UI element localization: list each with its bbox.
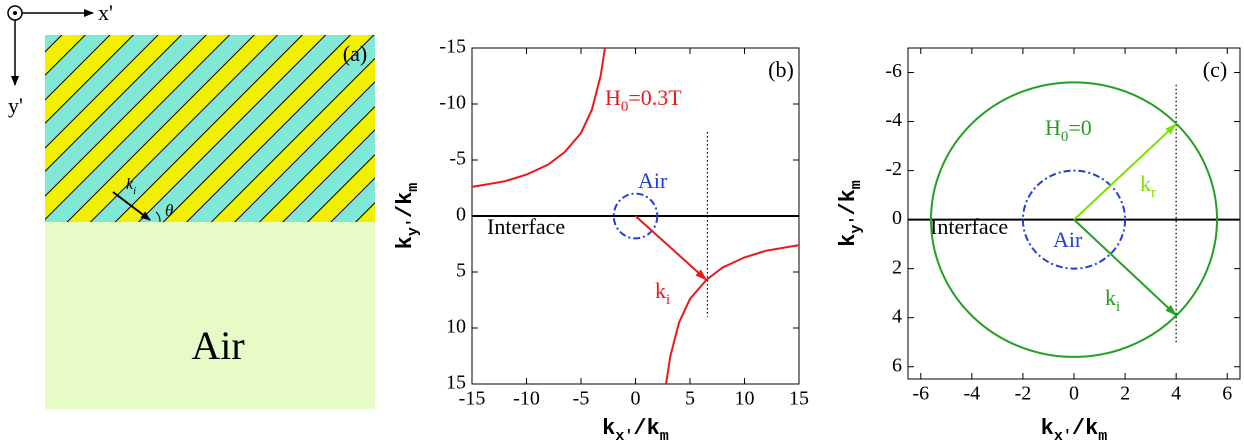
y-tick-label: 10: [446, 316, 466, 338]
x-tick-label: -2: [1015, 383, 1032, 405]
panel-a: x' y' (a) ki θ Air: [7, 0, 375, 409]
region-label: Air: [191, 323, 244, 368]
dispersion-circle: [929, 81, 1219, 358]
series-label: H0=0.3T: [605, 85, 682, 115]
striped-medium: [45, 35, 375, 222]
x-tick-label: 2: [1120, 383, 1130, 405]
y-tick-label: 0: [892, 207, 902, 229]
x-tick-label: -15: [459, 388, 486, 410]
dispersion-circle: [612, 192, 659, 240]
y-tick-label: -6: [885, 60, 902, 82]
series-label-part: Air: [1053, 227, 1083, 252]
series-label: Air: [638, 168, 668, 193]
x-tick-label: -5: [573, 388, 590, 410]
x-tick-label: -10: [513, 388, 540, 410]
vector-label: ki: [655, 278, 670, 308]
interface-label: Interface: [930, 214, 1008, 239]
x-axis-label-sub: x': [615, 428, 633, 444]
y-tick-label: 0: [456, 204, 466, 226]
panel-label: (b): [768, 57, 794, 82]
x-axis-label: x': [98, 0, 113, 25]
x-tick-label: 15: [789, 388, 809, 410]
series-label-sub: 0: [1061, 129, 1069, 145]
series-label-part: H: [605, 85, 621, 110]
y-axis-label: ky'/km: [836, 180, 866, 247]
interface-label: Interface: [487, 214, 565, 239]
panel-label: (c): [1203, 57, 1227, 82]
angle-arc: [155, 211, 161, 223]
y-axis-label-part: /k: [836, 189, 861, 215]
series-label-part: H: [1045, 115, 1061, 140]
x-axis-label: kx'/km: [1041, 416, 1108, 444]
angle-label: θ: [165, 201, 173, 220]
y-tick-label: -10: [439, 92, 466, 114]
y-axis-label-sub: y': [405, 218, 422, 236]
x-axis-label: kx'/km: [602, 416, 669, 444]
y-axis-label-sub: m: [405, 183, 422, 192]
y-axis-label-part: k: [393, 236, 418, 249]
x-axis-label-part: /k: [633, 416, 659, 441]
x-axis-label-sub: m: [1098, 428, 1107, 444]
dispersion-curve: [665, 244, 800, 385]
vector-label-part: k: [655, 278, 666, 303]
y-tick-label: -5: [449, 148, 466, 170]
y-axis-label-part: k: [836, 234, 861, 247]
wave-vector-arrow: [112, 191, 151, 221]
y-tick-label: -15: [439, 36, 466, 58]
x-axis-label-part: k: [1041, 416, 1054, 441]
y-axis-label: ky'/km: [393, 183, 423, 250]
series-label-part: =0: [1068, 115, 1091, 140]
vector-label-part: k: [1140, 171, 1151, 196]
series-label: H0=0: [1045, 115, 1092, 145]
wave-vector-base: k: [126, 176, 134, 193]
y-axis-label-sub: m: [848, 180, 865, 189]
y-axis-label-sub: y': [848, 216, 865, 234]
x-tick-label: 10: [735, 388, 755, 410]
y-tick-label: 4: [892, 305, 902, 327]
x-axis-label-part: k: [602, 416, 615, 441]
x-tick-label: -6: [912, 383, 929, 405]
x-tick-label: 5: [685, 388, 695, 410]
y-tick-label: 15: [446, 372, 466, 394]
x-axis-label-part: /k: [1072, 416, 1098, 441]
wave-vector: [1073, 123, 1177, 221]
x-tick-label: 4: [1171, 383, 1181, 405]
x-axis-label-sub: m: [660, 428, 669, 444]
air-region: [45, 222, 375, 409]
x-tick-label: 0: [1069, 383, 1079, 405]
wave-vector: [634, 215, 708, 281]
panel-label: (a): [343, 41, 367, 66]
y-tick-label: 6: [892, 354, 902, 376]
vector-label-part: k: [1105, 285, 1116, 310]
y-tick-label: 2: [892, 256, 902, 278]
series-label-sub: 0: [621, 99, 629, 115]
vector-label: kr: [1140, 171, 1156, 201]
dispersion-curve: [471, 47, 606, 188]
x-axis-label-sub: x': [1054, 428, 1072, 444]
y-tick-label: 5: [456, 260, 466, 282]
x-tick-label: -4: [964, 383, 981, 405]
y-tick-label: -2: [885, 158, 902, 180]
vector-label-sub: i: [1116, 299, 1120, 315]
vector-label-sub: i: [666, 292, 670, 308]
y-axis-label: y': [8, 93, 23, 118]
x-tick-label: 6: [1222, 383, 1232, 405]
x-tick-label: 0: [631, 388, 641, 410]
series-label-part: Air: [638, 168, 668, 193]
series-label: Air: [1053, 227, 1083, 252]
out-of-plane-dot: [13, 11, 17, 15]
wave-vector: [1073, 218, 1177, 316]
wave-vector-label: ki: [126, 176, 136, 197]
y-axis-label-part: /k: [393, 192, 418, 218]
dispersion-circle: [1021, 169, 1127, 270]
vector-label-sub: r: [1151, 185, 1156, 201]
y-tick-label: -4: [885, 109, 902, 131]
wave-vector-sub: i: [133, 185, 136, 197]
vector-label: ki: [1105, 285, 1120, 315]
series-label-part: =0.3T: [628, 85, 682, 110]
